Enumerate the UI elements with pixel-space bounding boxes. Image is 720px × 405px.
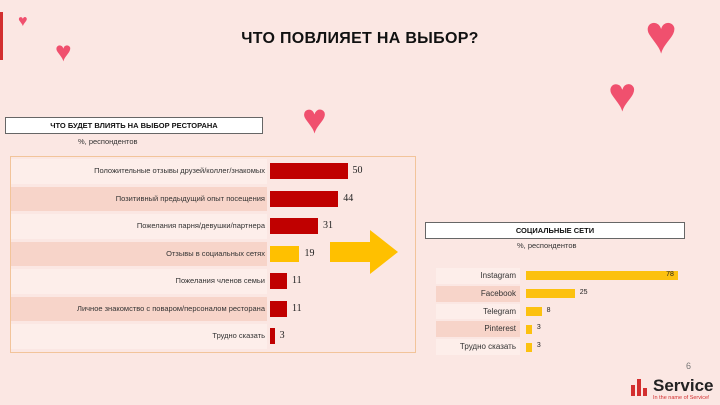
chart-row-band: [11, 159, 267, 184]
bar: [270, 190, 339, 207]
logo-tagline: In the name of Service!: [653, 395, 710, 401]
bar-chart-icon: [631, 379, 647, 396]
page-number: 6: [686, 361, 692, 371]
bar: [270, 245, 300, 262]
social-bar: [526, 307, 542, 316]
heart-icon: ♥: [645, 5, 678, 65]
social-bar-label: Telegram: [483, 306, 516, 316]
heart-icon: ♥: [302, 95, 327, 142]
social-row-band: [436, 268, 520, 284]
heart-icon: ♥: [608, 69, 637, 122]
social-bar-label: Instagram: [480, 270, 516, 280]
bar-label: Отзывы в социальных сетях: [166, 248, 265, 258]
main-chart-title: ЧТО БУДЕТ ВЛИЯТЬ НА ВЫБОР РЕСТОРАНА: [5, 117, 263, 134]
chart-row-band: [11, 241, 267, 266]
bar: [270, 300, 288, 317]
social-chart-title: СОЦИАЛЬНЫЕ СЕТИ: [425, 222, 685, 239]
left-accent-bar: [0, 12, 3, 60]
page-title: ЧТО ПОВЛИЯЕТ НА ВЫБОР?: [241, 30, 479, 47]
chart-row-band: [11, 296, 267, 321]
social-bar: [526, 324, 532, 334]
social-bar-value-label: 78: [666, 270, 674, 278]
logo: Service In the name of Service!: [630, 373, 718, 403]
bar-label: Позитивный предыдущий опыт посещения: [115, 193, 265, 203]
social-row-band: [436, 285, 520, 302]
social-bar-label: Pinterest: [484, 324, 516, 334]
main-chart: Положительные отзывы друзей/коллег/знако…: [11, 157, 414, 351]
bar-value-label: 11: [292, 275, 302, 287]
social-chart: Instagram 78 Facebook 25 Telegram 8 Pinterest 3…: [436, 268, 686, 358]
social-row-band: [436, 303, 520, 320]
logo-name: Service: [653, 376, 714, 395]
chart-row-band: [11, 186, 267, 211]
heart-icon: ♥: [55, 36, 72, 67]
main-chart-frame: [10, 156, 416, 353]
social-row-band: [436, 339, 520, 355]
arrow-icon: [330, 230, 398, 274]
social-bar-value-label: 25: [579, 288, 588, 296]
bar-value-label: 31: [323, 220, 334, 232]
chart-row-band: [11, 269, 267, 294]
bar-label: Пожелания парня/девушки/партнера: [136, 221, 265, 231]
bar-value-label: 19: [304, 247, 315, 259]
bar: [270, 273, 288, 290]
bar: [270, 218, 319, 235]
social-bar-value-label: 3: [536, 324, 541, 332]
social-bar-value-label: 8: [546, 306, 551, 314]
chart-row-band: [11, 214, 267, 239]
chart-row-band: [11, 324, 267, 349]
bar-label: Положительные отзывы друзей/коллег/знако…: [94, 166, 265, 176]
social-bar-label: Facebook: [480, 288, 516, 298]
bar-value-label: 50: [352, 165, 363, 177]
social-bar-value-label: 3: [536, 342, 541, 350]
social-row-band: [436, 321, 520, 338]
social-bar: [526, 289, 575, 299]
social-bar-label: Трудно сказать: [459, 342, 516, 352]
bar-label: Трудно сказать: [212, 331, 265, 341]
bar-value-label: 11: [292, 302, 302, 314]
main-chart-subtitle: %, респондентов: [78, 137, 138, 146]
bar-value-label: 3: [279, 330, 285, 342]
social-bar: [526, 271, 679, 281]
heart-icon: ♥: [18, 13, 28, 30]
bar-label: Пожелания членов семьи: [175, 276, 265, 286]
bar: [270, 328, 275, 345]
social-bar: [526, 342, 532, 352]
social-chart-subtitle: %, респондентов: [517, 241, 577, 250]
bar: [270, 163, 348, 180]
bar-label: Личное знакомство с поваром/персоналом р…: [77, 303, 265, 313]
bar-value-label: 44: [343, 192, 354, 204]
